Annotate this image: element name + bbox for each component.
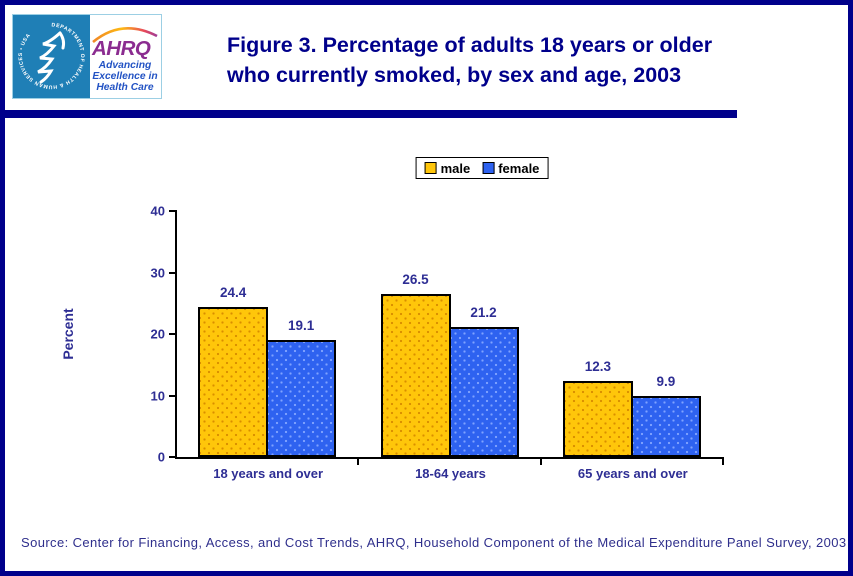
- y-axis-tick: [169, 271, 177, 274]
- bar-value-label: 9.9: [656, 374, 676, 390]
- header-divider: [5, 110, 737, 118]
- chart-legend: male female: [415, 157, 549, 179]
- legend-swatch-female: [482, 162, 495, 174]
- y-tick-label: 40: [150, 203, 165, 219]
- y-axis-title: Percent: [60, 308, 76, 360]
- bar-value-label: 12.3: [584, 359, 611, 375]
- legend-label-female: female: [498, 160, 540, 176]
- plot-area: 0 10 20 30 40 24.4 19.1 18 years and over 26.5 21…: [151, 204, 724, 481]
- bar-value-label: 19.1: [288, 317, 315, 333]
- ahrq-logo-graphic: DEPARTMENT OF HEALTH & HUMAN SERVICES • …: [13, 15, 161, 98]
- svg-text:Advancing: Advancing: [98, 60, 152, 71]
- legend-label-male: male: [440, 160, 471, 176]
- ahrq-tagline: Advancing Excellence in Health Care: [92, 60, 157, 93]
- y-axis-tick: [169, 333, 177, 335]
- x-category-label: 18-64 years: [415, 466, 486, 481]
- hhs-panel: [13, 15, 90, 98]
- figure-title: Figure 3. Percentage of adults 18 years …: [227, 31, 812, 90]
- legend-item-female: female: [482, 162, 539, 175]
- bar-male: [380, 294, 451, 457]
- y-tick-label: 10: [150, 388, 165, 403]
- y-axis-tick: [169, 456, 177, 458]
- ahrq-wordmark: AHRQ: [91, 37, 151, 60]
- source-note: Source: Center for Financing, Access, an…: [21, 535, 847, 550]
- bar-value-label: 24.4: [220, 284, 247, 300]
- svg-text:Health Care: Health Care: [96, 82, 153, 93]
- y-tick-label: 20: [150, 326, 165, 342]
- figure-title-line1: Figure 3. Percentage of adults 18 years …: [227, 33, 713, 57]
- y-axis-tick: [169, 394, 177, 397]
- legend-item-male: male: [424, 160, 471, 176]
- x-axis-tick: [722, 457, 724, 465]
- bar-male: [198, 306, 269, 457]
- eagle-icon: [37, 31, 66, 84]
- y-tick-label: 0: [157, 449, 165, 465]
- y-tick-label: 30: [150, 265, 165, 280]
- bar-female: [448, 326, 519, 457]
- ahrq-logo: DEPARTMENT OF HEALTH & HUMAN SERVICES • …: [12, 14, 162, 99]
- bar-male: [562, 381, 633, 457]
- x-category-label: 18 years and over: [213, 466, 324, 481]
- bar-female: [266, 339, 337, 457]
- x-category-label: 65 years and over: [577, 466, 688, 481]
- x-axis-tick: [357, 457, 360, 465]
- x-axis-tick: [539, 457, 542, 465]
- legend-swatch-male: [424, 162, 437, 174]
- bar-female: [630, 396, 701, 457]
- figure-title-line2: who currently smoked, by sex and age, 20…: [227, 62, 682, 87]
- bar-value-label: 21.2: [470, 304, 497, 320]
- svg-text:Excellence in: Excellence in: [92, 71, 157, 82]
- rainbow-arc-icon: [92, 26, 158, 44]
- y-axis-tick: [169, 210, 177, 212]
- bar-value-label: 26.5: [402, 272, 429, 288]
